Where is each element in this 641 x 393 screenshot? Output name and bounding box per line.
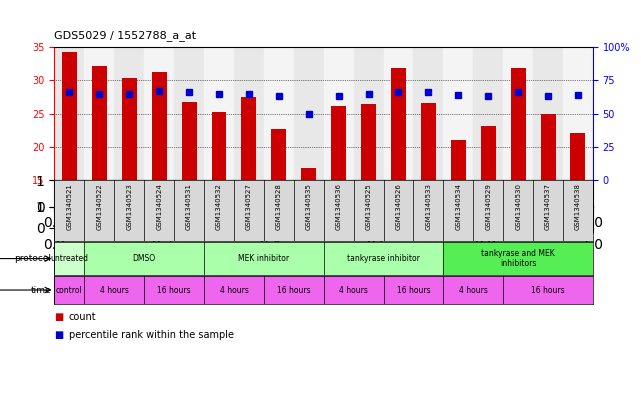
Text: GSM1340522: GSM1340522 xyxy=(96,184,103,230)
Text: 16 hours: 16 hours xyxy=(397,285,430,294)
Bar xyxy=(331,107,346,180)
Bar xyxy=(264,47,294,180)
Bar xyxy=(451,140,466,180)
Bar xyxy=(204,276,264,304)
Bar xyxy=(444,47,473,180)
Text: GSM1340535: GSM1340535 xyxy=(306,184,312,230)
Bar xyxy=(181,103,197,180)
Bar xyxy=(354,47,383,180)
Text: 4 hours: 4 hours xyxy=(219,285,249,294)
Text: ■: ■ xyxy=(54,312,63,322)
Text: GSM1340529: GSM1340529 xyxy=(485,184,491,230)
Bar xyxy=(152,72,167,180)
Text: tankyrase and MEK
inhibitors: tankyrase and MEK inhibitors xyxy=(481,249,555,268)
Text: 16 hours: 16 hours xyxy=(531,285,565,294)
Text: MEK inhibitor: MEK inhibitor xyxy=(238,254,290,263)
Text: GSM1340533: GSM1340533 xyxy=(426,184,431,230)
Text: ■: ■ xyxy=(54,330,63,340)
Bar xyxy=(361,104,376,180)
Text: GSM1340531: GSM1340531 xyxy=(186,184,192,230)
Text: GSM1340523: GSM1340523 xyxy=(126,184,132,230)
Bar xyxy=(563,47,593,180)
Text: GSM1340527: GSM1340527 xyxy=(246,184,252,230)
Bar xyxy=(473,47,503,180)
Bar xyxy=(264,276,324,304)
Bar xyxy=(533,47,563,180)
Bar xyxy=(92,66,107,180)
Bar xyxy=(62,53,77,180)
Bar xyxy=(174,47,204,180)
Text: GSM1340538: GSM1340538 xyxy=(575,184,581,230)
Text: protocol: protocol xyxy=(14,254,51,263)
Bar xyxy=(481,127,495,180)
Text: 16 hours: 16 hours xyxy=(157,285,191,294)
Text: GSM1340537: GSM1340537 xyxy=(545,184,551,230)
Bar xyxy=(242,97,256,180)
Bar xyxy=(204,47,234,180)
Text: count: count xyxy=(69,312,96,322)
Text: 16 hours: 16 hours xyxy=(277,285,311,294)
Bar xyxy=(122,79,137,180)
Text: time: time xyxy=(31,285,51,294)
Bar xyxy=(503,47,533,180)
Bar xyxy=(85,276,144,304)
Bar xyxy=(570,133,585,180)
Bar xyxy=(413,47,444,180)
Bar xyxy=(444,242,593,275)
Text: GSM1340526: GSM1340526 xyxy=(395,184,401,230)
Text: tankyrase inhibitor: tankyrase inhibitor xyxy=(347,254,420,263)
Text: DMSO: DMSO xyxy=(133,254,156,263)
Bar xyxy=(324,47,354,180)
Bar xyxy=(511,68,526,180)
Text: GSM1340532: GSM1340532 xyxy=(216,184,222,230)
Bar xyxy=(301,168,316,180)
Bar xyxy=(503,276,593,304)
Bar xyxy=(212,112,226,180)
Bar xyxy=(54,276,85,304)
Bar xyxy=(54,242,85,275)
Bar xyxy=(444,276,503,304)
Text: untreated: untreated xyxy=(51,254,88,263)
Bar xyxy=(144,276,204,304)
Text: 4 hours: 4 hours xyxy=(339,285,368,294)
Bar xyxy=(294,47,324,180)
Text: control: control xyxy=(56,285,83,294)
Bar xyxy=(324,276,383,304)
Text: GSM1340534: GSM1340534 xyxy=(455,184,462,230)
Bar xyxy=(324,242,444,275)
Bar xyxy=(540,114,556,180)
Text: GSM1340521: GSM1340521 xyxy=(67,184,72,230)
Bar xyxy=(85,242,204,275)
Bar xyxy=(383,47,413,180)
Bar xyxy=(421,103,436,180)
Bar xyxy=(234,47,264,180)
Text: GSM1340524: GSM1340524 xyxy=(156,184,162,230)
Text: GSM1340528: GSM1340528 xyxy=(276,184,282,230)
Bar xyxy=(114,47,144,180)
Text: GSM1340530: GSM1340530 xyxy=(515,184,521,230)
Bar xyxy=(54,47,85,180)
Bar xyxy=(271,129,287,180)
Bar xyxy=(391,68,406,180)
Text: 4 hours: 4 hours xyxy=(100,285,129,294)
Text: percentile rank within the sample: percentile rank within the sample xyxy=(69,330,233,340)
Text: GDS5029 / 1552788_a_at: GDS5029 / 1552788_a_at xyxy=(54,30,197,41)
Text: GSM1340536: GSM1340536 xyxy=(336,184,342,230)
Text: GSM1340525: GSM1340525 xyxy=(365,184,372,230)
Bar xyxy=(85,47,114,180)
Bar xyxy=(144,47,174,180)
Text: 4 hours: 4 hours xyxy=(459,285,488,294)
Bar xyxy=(204,242,324,275)
Bar xyxy=(383,276,444,304)
